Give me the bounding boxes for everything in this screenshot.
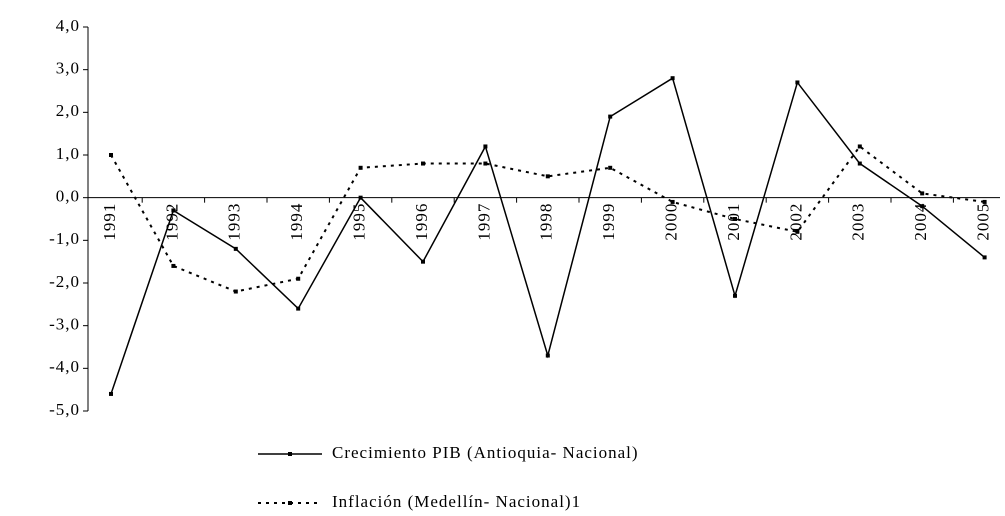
y-tick-label: -5,0 — [49, 400, 80, 419]
y-tick-label: 0,0 — [56, 187, 80, 206]
marker — [296, 276, 301, 281]
legend-label: Crecimiento PIB (Antioquia- Nacional) — [332, 443, 639, 462]
marker — [483, 144, 488, 149]
marker — [483, 161, 488, 166]
marker — [795, 80, 800, 85]
marker — [545, 174, 550, 179]
legend-marker — [288, 452, 292, 456]
y-tick-label: 3,0 — [56, 59, 80, 78]
x-tick-label: 2001 — [724, 203, 743, 241]
x-tick-label: 1995 — [350, 203, 369, 241]
y-tick-label: -4,0 — [49, 357, 80, 376]
x-tick-label: 1993 — [225, 203, 244, 241]
x-tick-label: 1998 — [537, 203, 556, 241]
marker — [608, 165, 613, 170]
marker — [857, 144, 862, 149]
marker — [733, 293, 737, 298]
x-tick-label: 2002 — [786, 203, 805, 241]
x-tick-label: 1996 — [412, 203, 431, 241]
marker — [982, 199, 987, 204]
marker — [733, 217, 737, 221]
x-tick-label: 1997 — [474, 203, 493, 241]
marker — [233, 289, 238, 294]
y-tick-label: -3,0 — [49, 315, 80, 334]
x-tick-label: 1991 — [100, 203, 119, 241]
x-tick-label: 1994 — [287, 203, 306, 241]
marker — [358, 195, 363, 200]
y-tick-label: -2,0 — [49, 272, 80, 291]
y-tick-label: -1,0 — [49, 229, 80, 248]
x-tick-label: 2004 — [911, 203, 930, 241]
x-tick-label: 1999 — [599, 203, 618, 241]
x-tick-label: 2005 — [974, 203, 993, 241]
marker — [608, 114, 613, 119]
marker — [982, 255, 987, 260]
marker — [857, 161, 862, 166]
x-tick-label: 2000 — [662, 203, 681, 241]
marker — [233, 246, 238, 251]
marker — [920, 204, 925, 209]
marker — [171, 208, 176, 213]
marker — [421, 161, 425, 166]
marker — [670, 76, 675, 81]
marker — [358, 165, 363, 170]
marker — [109, 153, 113, 157]
legend-label: Inflación (Medellín- Nacional)1 — [332, 492, 581, 511]
marker — [545, 353, 550, 358]
legend-marker — [288, 501, 292, 505]
y-tick-label: 1,0 — [56, 144, 80, 163]
y-tick-label: 2,0 — [56, 101, 80, 120]
marker — [421, 259, 425, 264]
marker — [296, 306, 301, 311]
marker — [920, 191, 925, 196]
marker — [795, 229, 800, 234]
marker — [171, 263, 176, 268]
marker — [109, 391, 113, 396]
marker — [670, 199, 675, 204]
x-tick-label: 2003 — [849, 203, 868, 241]
y-tick-label: 4,0 — [56, 16, 80, 35]
